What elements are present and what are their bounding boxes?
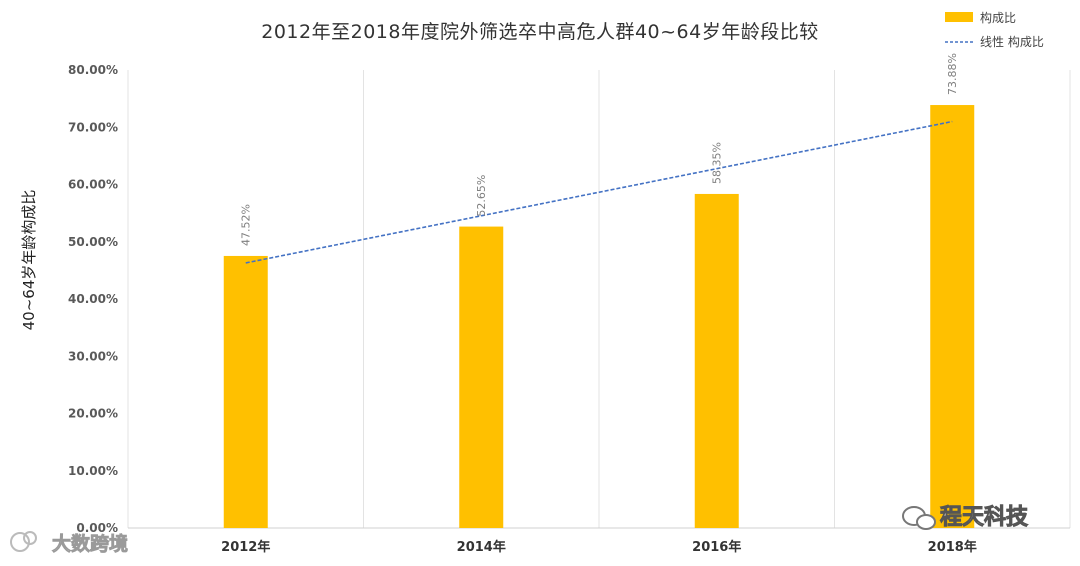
y-axis-ticks: 0.00% 10.00% 20.00% 30.00% 40.00% 50.00% 60.00… xyxy=(68,63,118,535)
y-axis-title: 40~64岁年龄构成比 xyxy=(20,190,38,331)
y-tick-label: 30.00% xyxy=(68,349,118,363)
x-tick-label: 2012年 xyxy=(221,539,270,555)
x-tick-label: 2016年 xyxy=(692,539,741,555)
bars xyxy=(223,105,975,529)
x-axis-ticks: 2012年 2014年 2016年 2018年 xyxy=(221,539,977,555)
y-tick-label: 0.00% xyxy=(76,521,118,535)
trendline xyxy=(245,120,953,264)
watermark-left: 大数跨境 xyxy=(10,531,128,555)
y-tick-label: 40.00% xyxy=(68,292,118,306)
bar xyxy=(694,193,739,529)
legend: 构成比 线性 构成比 xyxy=(945,10,1044,49)
bar xyxy=(223,255,268,528)
watermark-right-text: 程天科技 xyxy=(940,505,1029,530)
data-label: 52.65% xyxy=(475,175,488,217)
y-tick-label: 20.00% xyxy=(68,407,118,421)
watermark-left-logo-icon xyxy=(10,532,30,552)
bar xyxy=(930,105,975,529)
y-tick-label: 50.00% xyxy=(68,235,118,249)
y-tick-label: 70.00% xyxy=(68,120,118,134)
grid xyxy=(127,70,1071,529)
chart-title: 2012年至2018年度院外筛选卒中高危人群40~64岁年龄段比较 xyxy=(261,21,818,43)
data-label: 58.35% xyxy=(711,142,724,184)
watermark-right: 程天科技 xyxy=(902,505,1029,530)
x-tick-label: 2018年 xyxy=(928,539,977,555)
y-tick-label: 60.00% xyxy=(68,178,118,192)
trendline-line xyxy=(245,120,953,264)
legend-trend-label: 线性 构成比 xyxy=(980,34,1044,49)
data-labels: 47.52% 52.65% 58.35% 73.88% xyxy=(240,53,960,246)
y-tick-label: 10.00% xyxy=(68,464,118,478)
legend-bar-swatch xyxy=(945,12,973,22)
y-tick-label: 80.00% xyxy=(68,63,118,77)
watermark-left-text: 大数跨境 xyxy=(52,532,128,555)
bar xyxy=(459,226,504,529)
x-tick-label: 2014年 xyxy=(457,539,506,555)
legend-bar-label: 构成比 xyxy=(980,10,1016,25)
data-label: 47.52% xyxy=(240,204,253,246)
wechat-icon-bubble xyxy=(916,514,936,530)
watermark-left-logo-icon-2 xyxy=(23,531,37,545)
data-label: 73.88% xyxy=(946,53,959,95)
